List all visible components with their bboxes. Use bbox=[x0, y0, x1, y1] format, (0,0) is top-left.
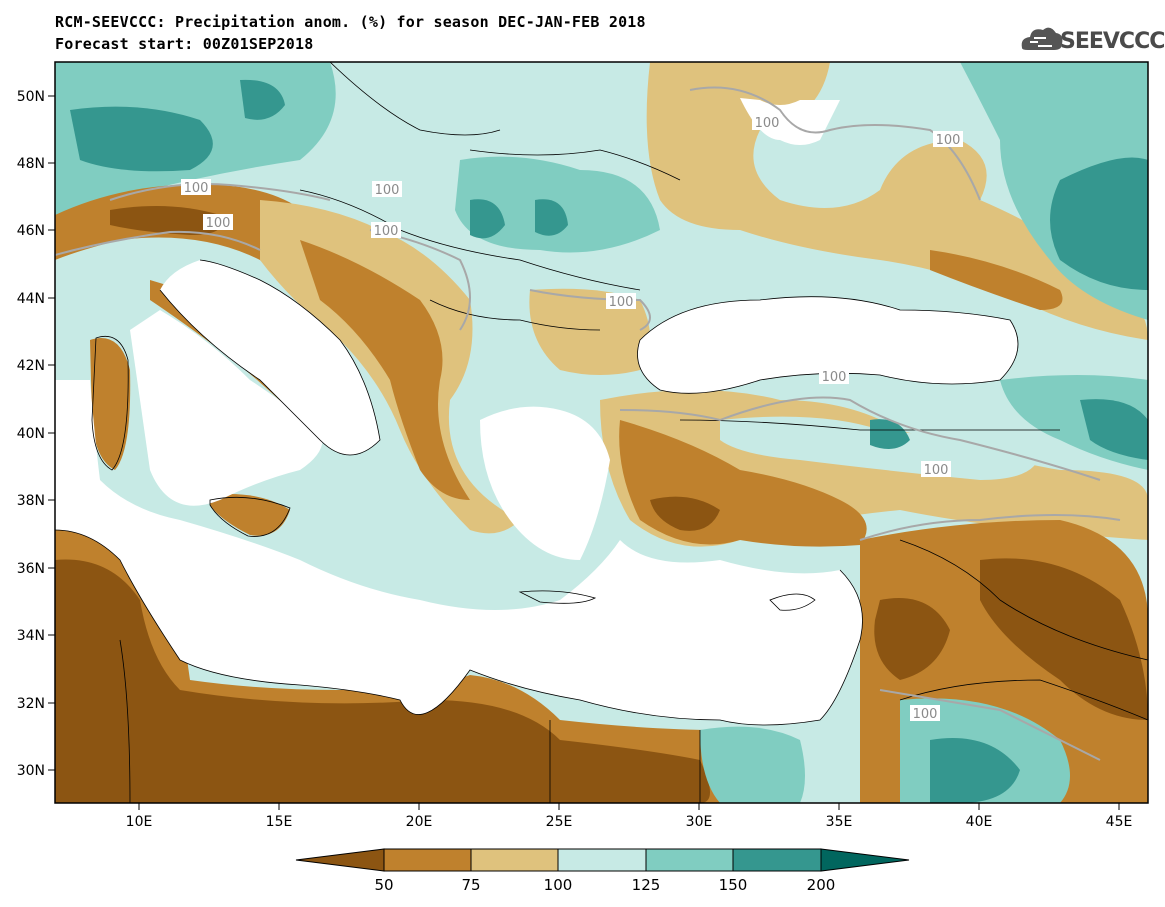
cloud-icon bbox=[1021, 27, 1063, 50]
black-sea bbox=[637, 296, 1018, 394]
contour-label: 100 bbox=[936, 133, 961, 148]
field-east-wetter bbox=[1050, 157, 1148, 290]
field-alps-driest bbox=[110, 206, 222, 235]
colorbar-swatch bbox=[557, 848, 647, 872]
field-mideast-driest bbox=[980, 558, 1148, 720]
lon-tick-label: 45E bbox=[1106, 814, 1133, 830]
field-africa-driest bbox=[55, 559, 710, 803]
colorbar-swatch bbox=[645, 848, 734, 872]
colorbar-label: 50 bbox=[374, 876, 393, 894]
field-sicily-dry bbox=[210, 494, 290, 536]
adriatic-sea bbox=[160, 260, 380, 455]
lon-tick-label: 20E bbox=[406, 814, 433, 830]
colorbar-label: 125 bbox=[632, 876, 661, 894]
seas bbox=[55, 98, 1018, 725]
field-pannonia-wetter-2 bbox=[535, 199, 568, 236]
field-nw-wetter bbox=[70, 106, 213, 172]
lon-tick-label: 40E bbox=[966, 814, 993, 830]
lat-tick-label: 44N bbox=[17, 291, 45, 307]
lon-labels: 10E 15E 20E 25E 30E 35E 40E 45E bbox=[126, 814, 1133, 830]
logo-text: SEEVCCC bbox=[1060, 29, 1165, 54]
aegean-sea bbox=[480, 406, 610, 560]
colorbar-arrow-left bbox=[295, 848, 385, 872]
map-title: RCM-SEEVCCC: Precipitation anom. (%) for… bbox=[55, 13, 646, 31]
axis-ticks bbox=[48, 95, 1120, 810]
contour-label: 100 bbox=[755, 116, 780, 131]
contour-label: 100 bbox=[924, 463, 949, 478]
lat-tick-label: 40N bbox=[17, 426, 45, 442]
lat-tick-label: 46N bbox=[17, 223, 45, 239]
field-anatolia-wet bbox=[870, 419, 910, 449]
lon-tick-label: 25E bbox=[546, 814, 573, 830]
lat-tick-label: 30N bbox=[17, 763, 45, 779]
colorbar-label: 100 bbox=[544, 876, 573, 894]
lat-labels: 30N 32N 34N 36N 38N 40N 42N 44N 46N 48N … bbox=[17, 89, 45, 779]
contour-labels: 100 100 100 100 100 100 100 100 100 100 bbox=[181, 114, 963, 722]
tyrrhenian-sea bbox=[130, 310, 323, 506]
field-caucasus-dry bbox=[930, 250, 1063, 310]
field-egypt-wet bbox=[700, 726, 805, 803]
mediterranean-sea bbox=[55, 380, 863, 725]
lon-tick-label: 30E bbox=[686, 814, 713, 830]
field-turkey-driest bbox=[650, 496, 720, 531]
field-arabia-wetter bbox=[930, 738, 1020, 803]
coastlines bbox=[55, 62, 1148, 803]
colorbar: 50 75 100 125 150 200 bbox=[295, 848, 910, 894]
lat-tick-label: 34N bbox=[17, 628, 45, 644]
contour-100 bbox=[55, 86, 1121, 761]
colorbar-label: 75 bbox=[461, 876, 480, 894]
lat-tick-label: 48N bbox=[17, 156, 45, 172]
lat-tick-label: 36N bbox=[17, 561, 45, 577]
contour-label: 100 bbox=[184, 181, 209, 196]
contour-label: 100 bbox=[822, 370, 847, 385]
field-sardinia-dry bbox=[90, 338, 131, 470]
colorbar-arrow-right bbox=[820, 848, 910, 872]
field-nw-wetter-2 bbox=[240, 79, 285, 120]
contour-label: 100 bbox=[374, 224, 399, 239]
field-pannonia-wetter bbox=[470, 199, 505, 239]
contour-label: 100 bbox=[206, 216, 231, 231]
contour-label: 100 bbox=[375, 183, 400, 198]
field-anatolia-normal bbox=[720, 416, 1040, 480]
field-balkans-drier bbox=[300, 240, 470, 500]
colorbar-swatch bbox=[470, 848, 559, 872]
lon-tick-label: 15E bbox=[266, 814, 293, 830]
lat-tick-label: 50N bbox=[17, 89, 45, 105]
lon-tick-label: 35E bbox=[826, 814, 853, 830]
colorbar-swatch bbox=[383, 848, 472, 872]
colorbar-label: 150 bbox=[719, 876, 748, 894]
field-romania-dry bbox=[529, 288, 650, 375]
contour-label: 100 bbox=[913, 707, 938, 722]
field-caucasus-wetter bbox=[1080, 399, 1148, 460]
lon-tick-label: 10E bbox=[126, 814, 153, 830]
colorbar-label: 200 bbox=[807, 876, 836, 894]
field-syria-driest bbox=[874, 598, 950, 680]
lat-tick-label: 38N bbox=[17, 493, 45, 509]
forecast-start: Forecast start: 00Z01SEP2018 bbox=[55, 35, 314, 53]
colorbar-swatch bbox=[732, 848, 822, 872]
lat-tick-label: 32N bbox=[17, 696, 45, 712]
contour-label: 100 bbox=[609, 295, 634, 310]
field-ukraine-dry bbox=[646, 62, 1148, 340]
lat-tick-label: 42N bbox=[17, 358, 45, 374]
